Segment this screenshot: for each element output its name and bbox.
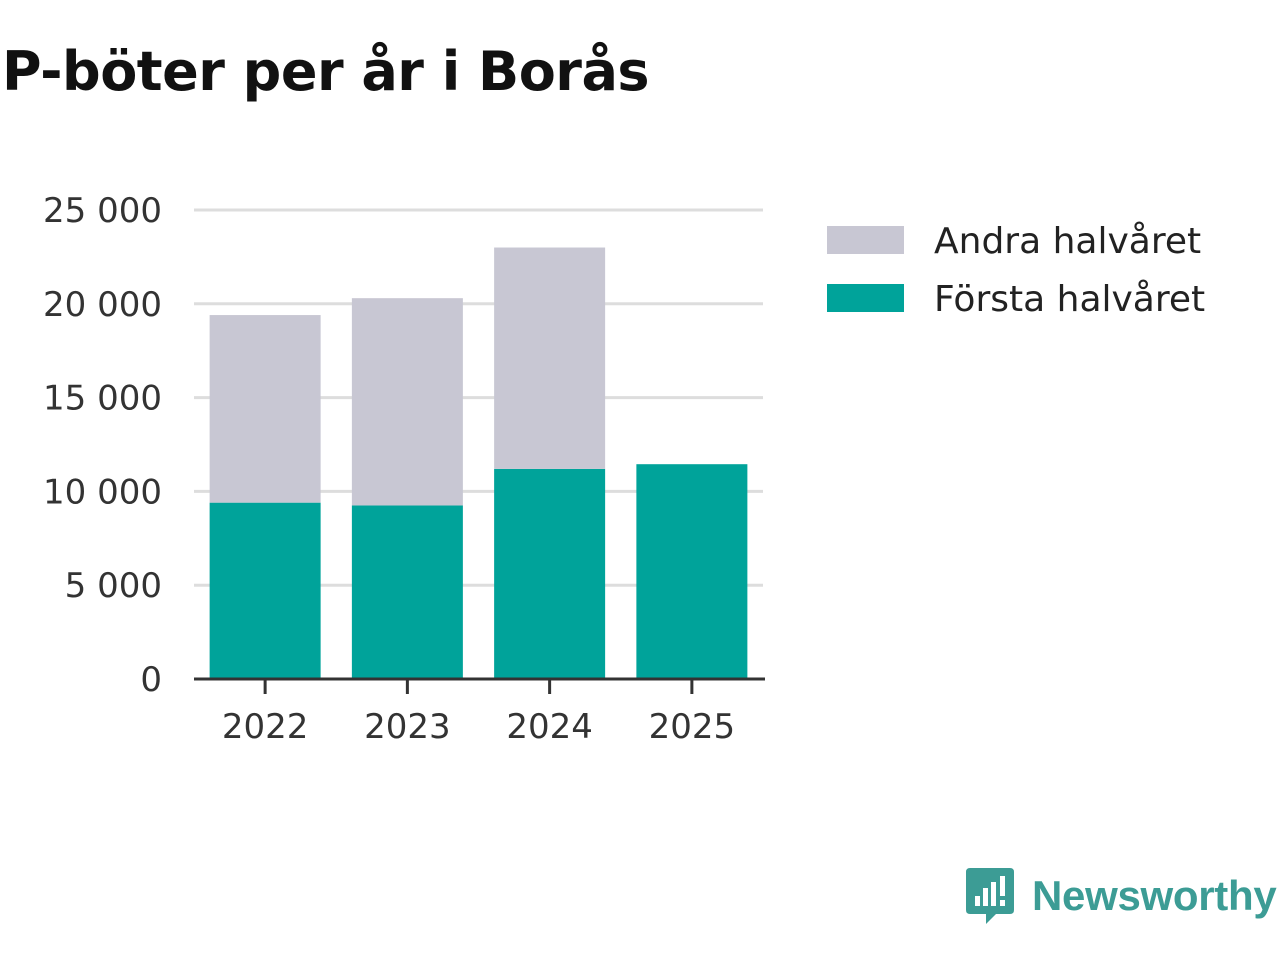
legend: Andra halvåret Första halvåret — [827, 221, 1205, 320]
legend-swatch-forsta-halvaret — [827, 284, 904, 312]
bar-andra-halvaret-2024 — [494, 247, 606, 469]
legend-label-forsta-halvaret: Första halvåret — [934, 279, 1205, 320]
x-tick-label: 2024 — [506, 707, 593, 747]
newsworthy-logo-icon — [966, 868, 1014, 924]
legend-label-andra-halvaret: Andra halvåret — [934, 221, 1201, 262]
x-tick-label: 2025 — [649, 707, 736, 747]
y-tick-label: 10 000 — [43, 472, 162, 512]
y-tick-label: 5 000 — [65, 566, 162, 606]
y-tick-label: 25 000 — [43, 191, 162, 231]
bars — [209, 247, 748, 679]
bar-andra-halvaret-2023 — [351, 298, 463, 506]
bar-forsta-halvaret-2023 — [351, 505, 463, 679]
bar-forsta-halvaret-2022 — [209, 502, 321, 679]
axes: 0 5 000 10 000 15 000 20 000 25 000 2022 2023 20… — [43, 191, 765, 747]
chart-title: P-böter per år i Borås — [2, 40, 650, 103]
y-tick-label: 20 000 — [43, 285, 162, 325]
x-tick-label: 2022 — [222, 707, 309, 747]
y-tick-label: 0 — [140, 660, 162, 700]
brand-name: Newsworthy — [1032, 872, 1277, 919]
bar-andra-halvaret-2022 — [209, 315, 321, 503]
brand-logo: Newsworthy — [964, 864, 1277, 928]
legend-swatch-andra-halvaret — [827, 226, 904, 254]
x-tick-label: 2023 — [364, 707, 451, 747]
y-tick-label: 15 000 — [43, 379, 162, 419]
bar-forsta-halvaret-2024 — [494, 468, 606, 679]
bar-forsta-halvaret-2025 — [636, 464, 748, 679]
